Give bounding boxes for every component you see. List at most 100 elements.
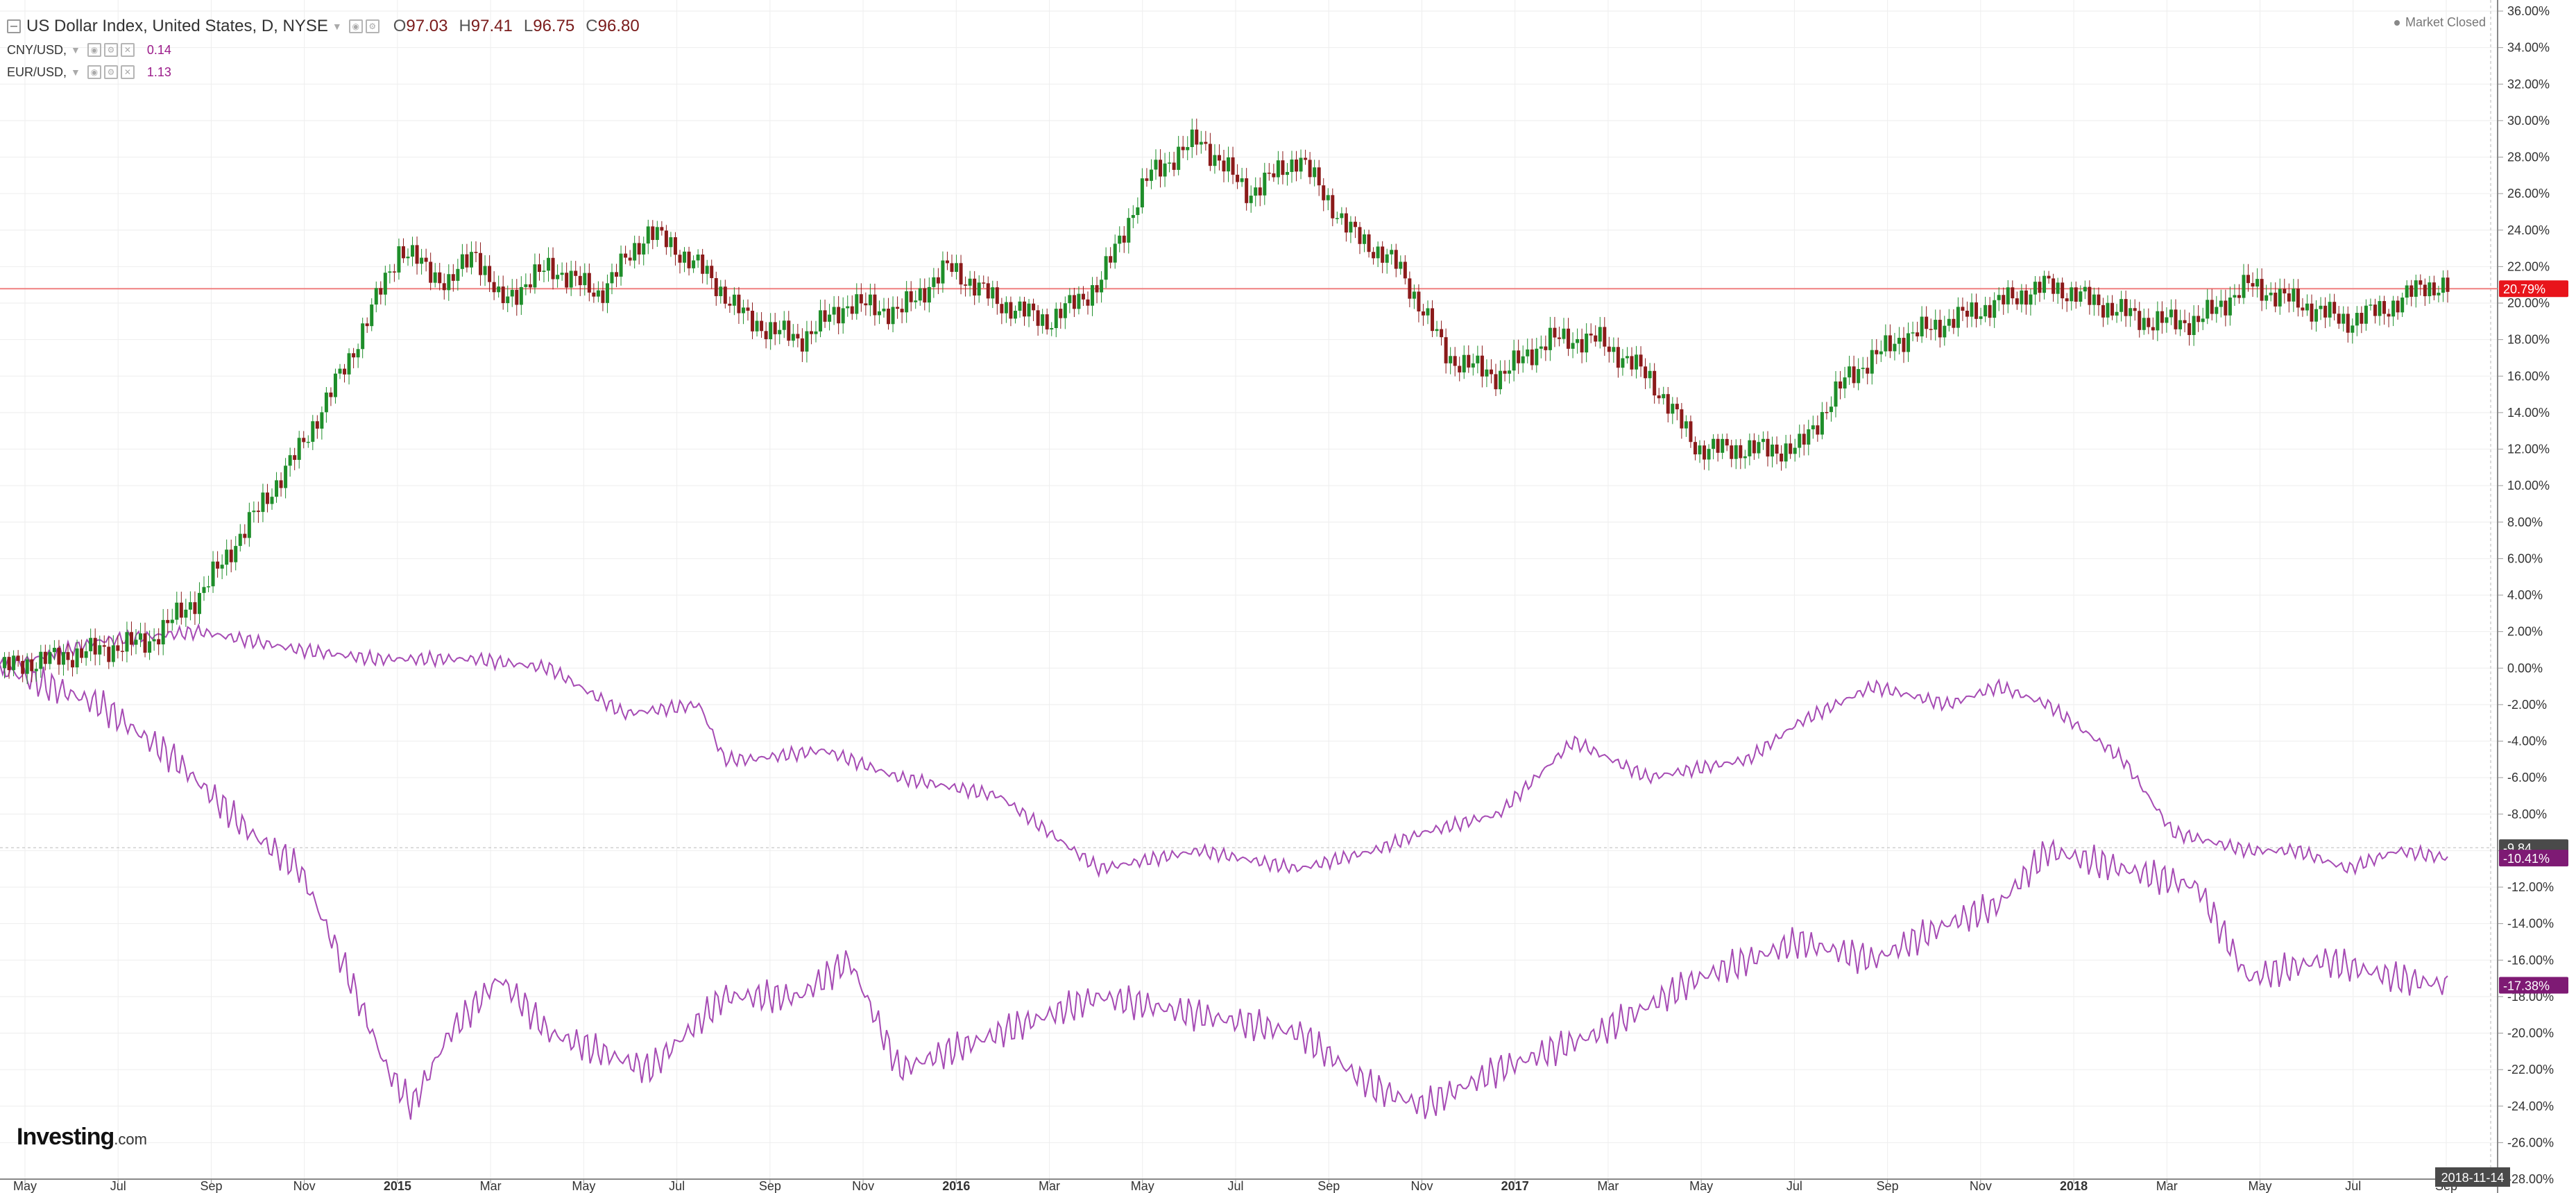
candle-body bbox=[1276, 160, 1280, 178]
candle-body bbox=[778, 329, 782, 334]
candle-body bbox=[574, 271, 578, 276]
candle-body bbox=[1625, 356, 1629, 359]
candle-body bbox=[2142, 318, 2146, 330]
candle-body bbox=[1666, 394, 1670, 414]
y-tick-label: 26.00% bbox=[2507, 187, 2550, 200]
candle-body bbox=[1567, 328, 1571, 349]
candle-body bbox=[179, 602, 183, 618]
candle-body bbox=[624, 253, 628, 258]
candle-body bbox=[80, 648, 84, 658]
y-tick-label: 0.00% bbox=[2507, 661, 2543, 675]
candle-body bbox=[1820, 412, 1824, 435]
candle-body bbox=[968, 278, 972, 286]
x-tick-label: Mar bbox=[1597, 1179, 1619, 1193]
candle-body bbox=[746, 307, 750, 311]
y-tick-label: 12.00% bbox=[2507, 443, 2550, 456]
candle-body bbox=[1761, 438, 1765, 443]
price-tag bbox=[2499, 280, 2568, 298]
candle-body bbox=[1204, 141, 1208, 144]
eye-icon[interactable]: ◉ bbox=[87, 65, 101, 79]
candle-body bbox=[2197, 316, 2201, 323]
candle-body bbox=[2360, 313, 2364, 324]
candle-body bbox=[451, 274, 455, 281]
candle-body bbox=[89, 637, 93, 651]
candle-body bbox=[537, 264, 541, 273]
eye-icon[interactable]: ◉ bbox=[87, 43, 101, 57]
settings-icon[interactable]: ⚙ bbox=[103, 65, 118, 79]
candle-body bbox=[1295, 160, 1299, 172]
candle-body bbox=[456, 268, 460, 281]
candle-body bbox=[578, 275, 582, 286]
series-line-cnyusd bbox=[0, 623, 2448, 878]
y-tick-label: -28.00% bbox=[2507, 1172, 2554, 1186]
candle-body bbox=[1512, 350, 1516, 371]
candle-body bbox=[1245, 178, 1249, 203]
candle-body bbox=[1771, 444, 1775, 457]
candle-body bbox=[1557, 337, 1561, 339]
chevron-down-icon[interactable]: ▼ bbox=[71, 67, 80, 78]
candle-body bbox=[1861, 368, 1865, 370]
candle-body bbox=[2024, 290, 2028, 305]
y-tick-label: 8.00% bbox=[2507, 515, 2543, 529]
close-icon[interactable]: ✕ bbox=[120, 43, 135, 57]
candle-body bbox=[388, 271, 392, 273]
y-tick-label: -16.00% bbox=[2507, 953, 2554, 967]
y-tick-label: 18.00% bbox=[2507, 333, 2550, 347]
candle-body bbox=[433, 272, 437, 283]
candle-body bbox=[1489, 369, 1493, 375]
candle-body bbox=[1127, 218, 1131, 243]
candle-body bbox=[311, 421, 315, 442]
candle-body bbox=[1589, 333, 1593, 336]
candle-body bbox=[896, 307, 900, 309]
candle-body bbox=[501, 286, 505, 304]
candle-body bbox=[338, 368, 342, 374]
candle-body bbox=[977, 282, 981, 296]
x-tick-label: Sep bbox=[200, 1179, 222, 1193]
candle-body bbox=[479, 252, 483, 275]
candle-body bbox=[914, 300, 918, 302]
candle-body bbox=[773, 322, 777, 334]
settings-icon[interactable]: ⚙ bbox=[103, 43, 118, 57]
candle-body bbox=[542, 271, 546, 273]
candle-body bbox=[1408, 278, 1412, 299]
ohlc-high: H97.41 bbox=[459, 17, 513, 35]
candle-body bbox=[1907, 333, 1911, 352]
candle-body bbox=[2065, 298, 2069, 302]
candle-body bbox=[2332, 302, 2337, 314]
candle-body bbox=[1621, 358, 1625, 368]
candle-body bbox=[633, 243, 637, 261]
candle-body bbox=[855, 294, 859, 314]
candle-body bbox=[1888, 335, 1892, 352]
candle-body bbox=[2165, 317, 2169, 323]
settings-icon[interactable]: ⚙ bbox=[365, 19, 379, 33]
candle-body bbox=[796, 334, 800, 338]
candle-body bbox=[877, 311, 881, 316]
candle-body bbox=[1086, 299, 1090, 306]
candle-body bbox=[2020, 290, 2024, 304]
candle-body bbox=[1689, 421, 1693, 443]
candle-body bbox=[678, 255, 682, 263]
candle-body bbox=[1059, 309, 1063, 318]
candle-body bbox=[769, 322, 773, 340]
market-status-text: Market Closed bbox=[2405, 15, 2486, 29]
close-icon[interactable]: ✕ bbox=[120, 65, 135, 79]
candle-body bbox=[134, 640, 138, 645]
candle-body bbox=[1091, 285, 1095, 306]
eye-icon[interactable]: ◉ bbox=[348, 19, 363, 33]
collapse-icon[interactable] bbox=[7, 19, 21, 33]
candle-body bbox=[1594, 335, 1598, 342]
candle-body bbox=[1222, 160, 1226, 172]
candle-body bbox=[1449, 356, 1453, 363]
chevron-down-icon[interactable]: ▼ bbox=[332, 21, 342, 32]
candle-body bbox=[941, 260, 945, 284]
candle-body bbox=[905, 291, 909, 313]
chevron-down-icon[interactable]: ▼ bbox=[71, 44, 80, 55]
y-tick-label: 22.00% bbox=[2507, 259, 2550, 273]
candle-body bbox=[188, 602, 192, 610]
y-tick-label: -8.00% bbox=[2507, 807, 2547, 821]
candle-body bbox=[401, 246, 405, 259]
candle-body bbox=[1213, 155, 1217, 166]
candle-body bbox=[660, 227, 664, 231]
